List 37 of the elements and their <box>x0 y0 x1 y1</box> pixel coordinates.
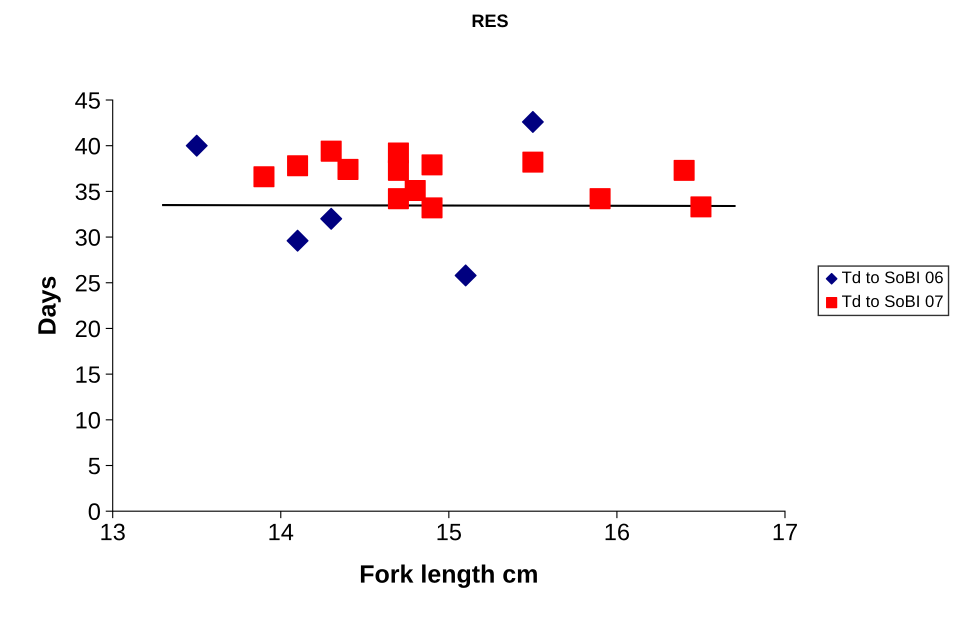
point <box>253 166 274 188</box>
y-tick-label: 0 <box>88 503 100 520</box>
point <box>186 134 208 157</box>
y-tick-label: 30 <box>76 229 100 246</box>
y-tick-label: 45 <box>75 92 100 109</box>
point <box>590 188 611 210</box>
point <box>522 152 544 173</box>
point <box>337 158 359 180</box>
y-tick-label: 15 <box>76 366 100 383</box>
y-tick-label: 5 <box>88 458 100 474</box>
y-tick-label: 20 <box>76 320 100 338</box>
y-tick-label: 35 <box>76 183 100 200</box>
point <box>522 110 544 133</box>
point <box>454 264 477 286</box>
point <box>286 230 309 252</box>
legend-label: Td to SoBI 07 <box>842 294 943 308</box>
point <box>404 180 426 201</box>
y-tick-label: 25 <box>76 274 100 292</box>
x-axis-title: Fork length cm <box>360 564 537 588</box>
x-tick-label: 13 <box>101 524 125 540</box>
x-tick-label: 17 <box>774 524 797 540</box>
point <box>388 160 409 181</box>
point <box>690 196 712 218</box>
point <box>422 154 443 176</box>
point <box>320 140 342 162</box>
x-tick-label: 16 <box>606 524 630 540</box>
y-axis-title: Days <box>38 276 61 334</box>
point <box>674 160 695 181</box>
y-tick-label: 40 <box>75 138 100 154</box>
point <box>320 208 342 230</box>
x-tick-label: 14 <box>269 524 294 540</box>
x-tick-label: 15 <box>438 524 461 540</box>
legend-label: Td to SoBI 06 <box>842 271 943 284</box>
chart-title: RES <box>472 14 508 28</box>
point <box>422 197 443 218</box>
point <box>287 155 308 176</box>
y-tick-label: 10 <box>76 412 100 429</box>
